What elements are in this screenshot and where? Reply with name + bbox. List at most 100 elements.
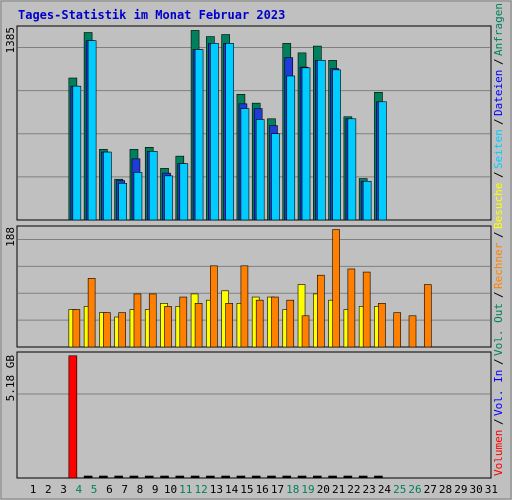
bar-rechner-day-12 <box>194 302 203 348</box>
bar-rechner-day-26 <box>408 315 417 348</box>
bar-rechner-day-15 <box>240 265 249 348</box>
y-max-label-3: 5.18 GB <box>4 355 17 402</box>
x-label-day-4: 4 <box>76 483 83 496</box>
x-label-day-8: 8 <box>137 483 144 496</box>
bar-seiten-day-23 <box>362 180 372 221</box>
bar-seiten-day-16 <box>255 119 265 221</box>
bar-rechner-day-10 <box>164 306 172 348</box>
bar-volumen-day-6 <box>99 475 108 479</box>
bar-rechner-day-19 <box>301 315 310 348</box>
legend-separator: / <box>492 231 505 238</box>
x-label-day-31: 31 <box>485 483 498 496</box>
bar-volumen-day-9 <box>144 475 154 479</box>
x-label-day-20: 20 <box>317 483 330 496</box>
bar-seiten-day-22 <box>347 118 357 221</box>
x-label-day-26: 26 <box>408 483 421 496</box>
bar-rechner-day-5 <box>87 278 96 348</box>
legend-separator: / <box>492 418 505 425</box>
y-max-label-1: 1385 <box>4 27 17 54</box>
bar-volumen-day-15 <box>236 475 246 479</box>
bar-rechner-day-9 <box>148 293 157 348</box>
bar-seiten-day-11 <box>179 163 189 221</box>
x-label-day-23: 23 <box>363 483 376 496</box>
bar-volumen-day-20 <box>313 475 322 479</box>
bar-rechner-day-6 <box>103 312 111 348</box>
x-label-day-29: 29 <box>454 483 467 496</box>
x-label-day-1: 1 <box>30 483 37 496</box>
x-label-day-15: 15 <box>240 483 253 496</box>
bar-volumen-day-5 <box>83 475 93 479</box>
legend-vol-out: Vol. Out <box>492 303 505 356</box>
x-label-day-5: 5 <box>91 483 98 496</box>
x-label-day-9: 9 <box>152 483 159 496</box>
bar-rechner-day-21 <box>332 229 340 348</box>
bar-volumen-day-10 <box>160 475 169 479</box>
bar-seiten-day-9 <box>148 151 158 221</box>
bar-seiten-day-17 <box>271 133 280 221</box>
x-label-day-27: 27 <box>424 483 437 496</box>
x-label-day-28: 28 <box>439 483 452 496</box>
bar-rechner-day-25 <box>393 312 402 348</box>
x-label-day-18: 18 <box>286 483 299 496</box>
panel-frame-3 <box>16 351 492 479</box>
legend-separator: / <box>492 58 505 65</box>
bar-rechner-day-4 <box>72 309 81 348</box>
bar-rechner-day-8 <box>133 293 142 348</box>
bar-seiten-day-6 <box>103 151 112 221</box>
bar-volumen-day-8 <box>129 475 139 479</box>
bar-rechner-day-18 <box>286 299 295 348</box>
bar-volumen-day-19 <box>297 475 307 479</box>
x-label-day-30: 30 <box>469 483 482 496</box>
legend-volumen: Volumen <box>492 430 505 476</box>
bar-seiten-day-18 <box>286 75 296 221</box>
legend-vol-in: Vol. In <box>492 370 505 416</box>
bar-seiten-day-21 <box>332 69 341 221</box>
bar-seiten-day-8 <box>133 172 143 221</box>
x-label-day-24: 24 <box>378 483 392 496</box>
chart-title: Tages-Statistik im Monat Februar 2023 <box>18 8 285 22</box>
bar-volumen-day-21 <box>328 475 337 479</box>
x-label-day-2: 2 <box>45 483 52 496</box>
bar-seiten-day-12 <box>194 49 204 221</box>
bar-seiten-day-7 <box>118 183 127 221</box>
legend-besuche: Besuche <box>492 183 505 229</box>
bar-rechner-day-24 <box>378 302 386 348</box>
bar-volumen-day-4 <box>68 355 78 479</box>
x-label-day-7: 7 <box>121 483 128 496</box>
bar-volumen-day-14 <box>221 475 230 479</box>
bar-seiten-day-5 <box>87 40 97 221</box>
bar-volumen-day-17 <box>267 475 276 479</box>
bar-seiten-day-13 <box>210 43 219 221</box>
bar-seiten-day-19 <box>301 67 311 221</box>
bar-rechner-day-17 <box>271 296 279 348</box>
bar-volumen-day-11 <box>175 475 185 479</box>
bar-volumen-day-18 <box>282 475 292 479</box>
legend-separator: / <box>492 171 505 178</box>
bar-seiten-day-15 <box>240 108 250 221</box>
x-label-day-16: 16 <box>256 483 269 496</box>
bar-volumen-day-23 <box>358 475 368 479</box>
x-label-day-11: 11 <box>179 483 192 496</box>
bar-rechner-day-14 <box>225 302 233 348</box>
x-label-day-13: 13 <box>210 483 223 496</box>
x-label-day-3: 3 <box>60 483 67 496</box>
legend-anfragen: Anfragen <box>492 3 505 56</box>
x-label-day-14: 14 <box>225 483 239 496</box>
bar-seiten-day-20 <box>317 60 326 221</box>
legend-separator: / <box>492 358 505 365</box>
bar-seiten-day-24 <box>378 101 387 221</box>
bar-rechner-day-16 <box>255 299 264 348</box>
bar-rechner-day-23 <box>362 271 371 348</box>
bar-rechner-day-20 <box>317 274 325 348</box>
bar-rechner-day-11 <box>179 296 188 348</box>
y-max-label-2: 188 <box>4 227 17 247</box>
bar-rechner-day-7 <box>118 312 126 348</box>
bar-volumen-day-22 <box>343 475 353 479</box>
bar-volumen-day-12 <box>190 475 200 479</box>
legend-separator: / <box>492 291 505 298</box>
x-label-day-22: 22 <box>347 483 360 496</box>
x-label-day-10: 10 <box>164 483 177 496</box>
